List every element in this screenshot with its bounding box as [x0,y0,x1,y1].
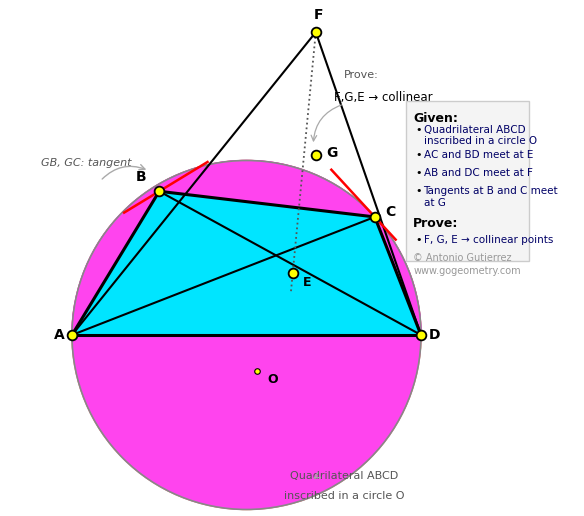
Text: Prove:: Prove: [344,70,379,80]
Text: D: D [429,328,440,342]
Polygon shape [72,160,421,509]
Text: F, G, E → collinear points: F, G, E → collinear points [423,235,553,245]
Text: Quadrilateral ABCD
inscribed in a circle O: Quadrilateral ABCD inscribed in a circle… [423,124,537,146]
Text: Prove:: Prove: [413,217,458,230]
Circle shape [72,160,421,509]
Text: •: • [416,168,422,178]
Text: O: O [267,374,277,386]
Text: © Antonio Gutierrez: © Antonio Gutierrez [413,253,512,263]
Text: •: • [416,150,422,160]
Polygon shape [72,191,421,335]
Text: Quadrilateral ABCD: Quadrilateral ABCD [290,471,398,481]
Text: C: C [385,205,395,219]
Text: G: G [326,146,338,160]
FancyBboxPatch shape [406,102,529,261]
Text: Tangents at B and C meet
at G: Tangents at B and C meet at G [423,186,558,208]
Text: •: • [416,186,422,196]
Text: •: • [416,235,422,245]
Text: E: E [303,276,311,289]
Text: A: A [54,328,64,342]
Text: AC and BD meet at E: AC and BD meet at E [423,150,533,160]
Text: GB, GC: tangent: GB, GC: tangent [41,157,132,168]
Text: F: F [314,8,323,22]
Text: AB and DC meet at F: AB and DC meet at F [423,168,533,178]
Text: F,G,E → collinear: F,G,E → collinear [333,91,432,104]
Text: •: • [416,124,422,135]
Text: www.gogeometry.com: www.gogeometry.com [413,266,521,276]
Text: Given:: Given: [413,112,458,125]
Text: B: B [136,170,147,184]
Text: inscribed in a circle O: inscribed in a circle O [284,491,404,501]
